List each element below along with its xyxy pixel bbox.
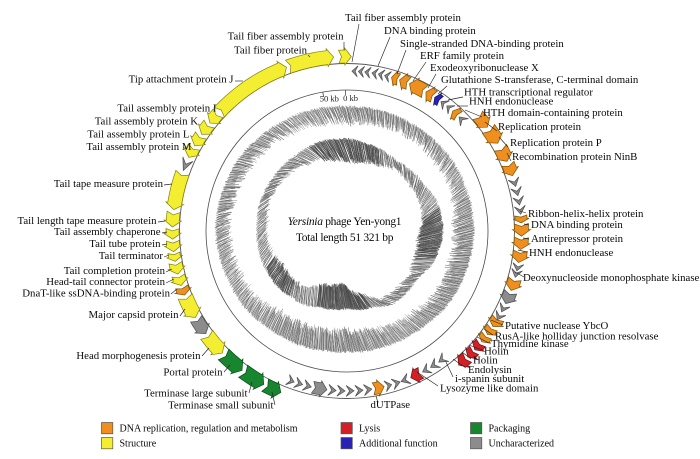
svg-text:Tail assembly protein M: Tail assembly protein M [86, 141, 191, 153]
svg-text:DNA replication, regulation an: DNA replication, regulation and metaboli… [120, 424, 298, 435]
svg-text:Additional function: Additional function [359, 439, 438, 450]
svg-text:Deoxynucleoside monophosphate: Deoxynucleoside monophosphate kinase [523, 272, 700, 284]
svg-text:HTH domain-containing protein: HTH domain-containing protein [483, 107, 623, 119]
svg-text:Major capsid protein: Major capsid protein [89, 309, 180, 321]
svg-text:Yersinia phage Yen-yong1: Yersinia phage Yen-yong1 [288, 216, 402, 228]
svg-text:Recombination protein NinB: Recombination protein NinB [512, 151, 637, 163]
svg-text:Antirepressor protein: Antirepressor protein [531, 233, 624, 245]
svg-text:Lysis: Lysis [359, 424, 380, 435]
svg-text:Structure: Structure [120, 439, 157, 450]
svg-text:Tail fiber assembly protein: Tail fiber assembly protein [228, 31, 344, 43]
svg-text:Tail terminator: Tail terminator [99, 250, 164, 262]
svg-text:Tail assembly protein I: Tail assembly protein I [117, 103, 216, 115]
svg-text:Portal protein: Portal protein [163, 367, 223, 379]
svg-text:ERF family protein: ERF family protein [420, 50, 505, 62]
svg-text:Tail completion protein: Tail completion protein [64, 265, 166, 277]
svg-text:Terminase large subunit: Terminase large subunit [144, 388, 247, 400]
svg-text:Holin: Holin [484, 346, 509, 358]
svg-text:Head-tail connector protein: Head-tail connector protein [46, 276, 165, 288]
svg-text:RusA-like holliday junction re: RusA-like holliday junction resolvase [495, 331, 659, 343]
svg-text:Glutathione S-transferase, C-t: Glutathione S-transferase, C-terminal do… [441, 74, 639, 86]
svg-text:Tail tape measure protein: Tail tape measure protein [54, 178, 164, 190]
svg-text:HNH endonuclease: HNH endonuclease [529, 247, 613, 259]
svg-text:Uncharacterized: Uncharacterized [489, 439, 555, 450]
svg-text:DNA binding protein: DNA binding protein [384, 25, 476, 37]
svg-text:Terminase small subunit: Terminase small subunit [168, 400, 273, 412]
svg-text:Tail assembly protein K: Tail assembly protein K [95, 116, 198, 128]
svg-text:Tail assembly chaperone: Tail assembly chaperone [54, 226, 161, 238]
svg-text:dUTPase: dUTPase [371, 399, 411, 411]
svg-text:Holin: Holin [473, 355, 498, 367]
svg-text:0 kb: 0 kb [343, 93, 358, 103]
svg-text:Replication protein P: Replication protein P [510, 137, 602, 149]
svg-text:DNA binding protein: DNA binding protein [531, 219, 623, 231]
svg-text:Ribbon-helix-helix protein: Ribbon-helix-helix protein [528, 208, 644, 220]
svg-text:Exodeoxyribonuclease X: Exodeoxyribonuclease X [430, 62, 539, 74]
svg-text:HNH endonuclease: HNH endonuclease [469, 96, 553, 108]
svg-text:50 kb: 50 kb [320, 93, 339, 103]
svg-text:Replication protein: Replication protein [498, 121, 582, 133]
svg-text:HTH transcriptional regulator: HTH transcriptional regulator [464, 87, 593, 99]
svg-text:Packaging: Packaging [489, 424, 531, 435]
svg-text:i-spanin subunit: i-spanin subunit [455, 373, 524, 385]
svg-text:Total length 51 321 bp: Total length 51 321 bp [296, 232, 394, 244]
svg-text:DnaT-like ssDNA-binding protei: DnaT-like ssDNA-binding protein [22, 288, 170, 300]
svg-text:Putative nuclease YbcO: Putative nuclease YbcO [505, 320, 609, 332]
svg-text:Tail assembly protein L: Tail assembly protein L [87, 129, 189, 141]
svg-text:Endolysin: Endolysin [468, 364, 512, 376]
svg-text:Tail fiber protein: Tail fiber protein [234, 45, 308, 57]
svg-text:Thymidine kinase: Thymidine kinase [491, 338, 569, 350]
svg-text:Lysozyme like domain: Lysozyme like domain [440, 383, 539, 395]
svg-text:Single-stranded DNA-binding pr: Single-stranded DNA-binding protein [400, 38, 564, 50]
svg-text:Tip attachment protein J: Tip attachment protein J [129, 74, 234, 86]
svg-text:Tail fiber assembly protein: Tail fiber assembly protein [345, 12, 461, 24]
svg-text:Tail tube protein: Tail tube protein [89, 238, 161, 250]
svg-text:Tail length tape measure prote: Tail length tape measure protein [18, 215, 158, 227]
svg-text:Head morphogenesis protein: Head morphogenesis protein [76, 350, 201, 362]
